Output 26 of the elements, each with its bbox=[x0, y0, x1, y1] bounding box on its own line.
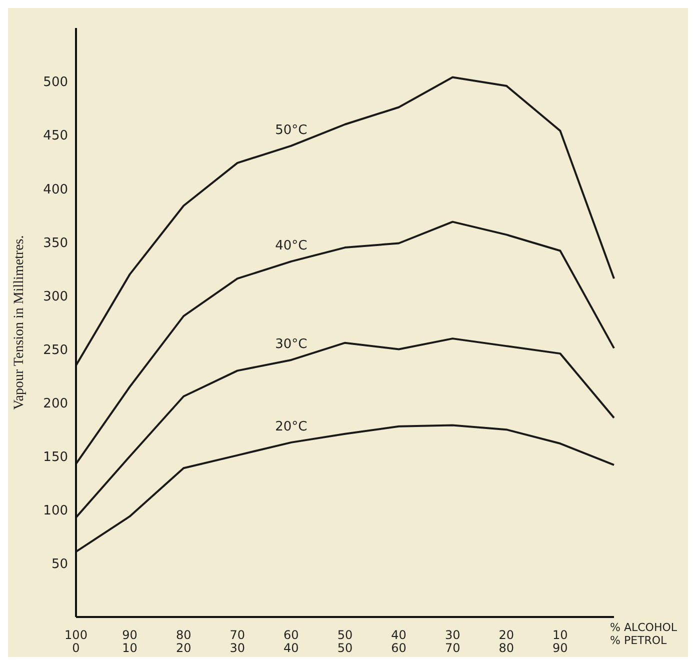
y-tick-label: 350 bbox=[43, 236, 68, 251]
x-tick-label: 70 30 bbox=[230, 628, 246, 655]
y-tick-label: 50 bbox=[51, 557, 68, 572]
y-tick-label: 100 bbox=[43, 504, 68, 519]
x-tick-label: 40 60 bbox=[391, 628, 406, 655]
y-tick-label: 150 bbox=[43, 450, 68, 465]
x-tick-label: 50 50 bbox=[337, 628, 353, 655]
series-label: 40°C bbox=[275, 238, 308, 254]
x-tick-label: 30 70 bbox=[444, 628, 460, 655]
x-tick-label: 10 90 bbox=[552, 628, 568, 655]
y-tick-label: 250 bbox=[43, 342, 68, 358]
y-axis-title: Vapour Tension in Millimetres. bbox=[12, 235, 27, 410]
x-tick-label: 20 80 bbox=[498, 628, 514, 655]
y-tick-label: 400 bbox=[43, 182, 68, 198]
series-label: 50°C bbox=[275, 122, 308, 138]
x-tick-label: 60 40 bbox=[284, 628, 299, 655]
x-axis-title: % ALCOHOL % PETROL bbox=[610, 621, 678, 647]
y-tick-label: 200 bbox=[43, 396, 68, 412]
y-tick-label: 450 bbox=[43, 128, 68, 144]
x-tick-label: 100 0 bbox=[64, 628, 88, 655]
series-label: 30°C bbox=[275, 336, 308, 352]
y-tick-label: 300 bbox=[43, 289, 68, 304]
x-tick-label: 80 20 bbox=[176, 628, 192, 655]
series-label: 20°C bbox=[275, 419, 308, 434]
y-tick-label: 500 bbox=[43, 75, 68, 90]
x-tick-label: 90 10 bbox=[122, 628, 138, 655]
